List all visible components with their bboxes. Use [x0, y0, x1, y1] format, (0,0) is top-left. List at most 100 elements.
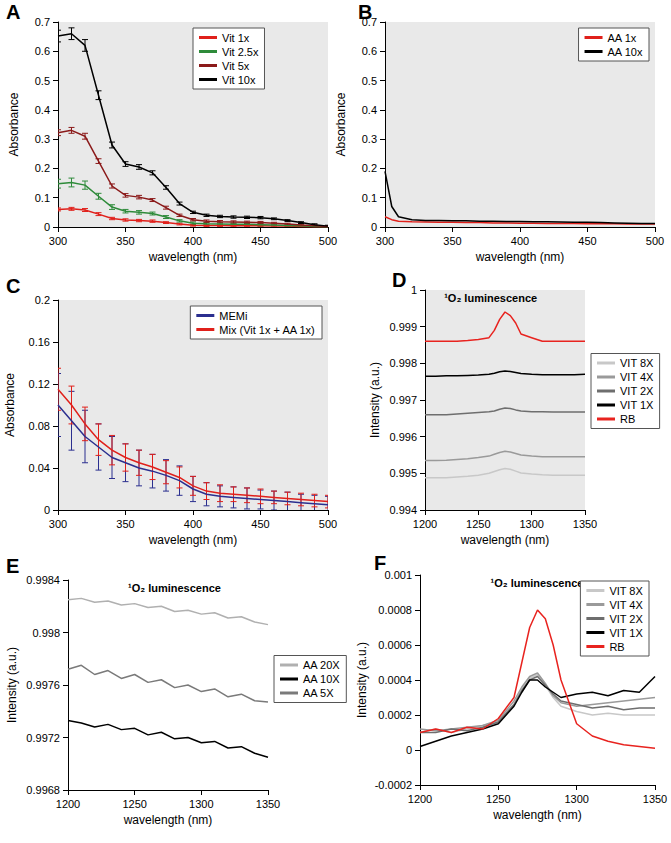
svg-text:¹O₂ luminescence: ¹O₂ luminescence — [491, 577, 584, 589]
svg-text:0.0004: 0.0004 — [378, 674, 412, 686]
svg-text:0.2: 0.2 — [35, 294, 50, 306]
svg-text:350: 350 — [116, 235, 134, 247]
svg-text:1350: 1350 — [643, 793, 667, 805]
svg-text:AA 10x: AA 10x — [608, 46, 643, 58]
svg-text:1300: 1300 — [564, 793, 588, 805]
svg-text:0.1: 0.1 — [362, 192, 377, 204]
svg-text:300: 300 — [376, 235, 394, 247]
svg-text:Vit 2.5x: Vit 2.5x — [222, 46, 259, 58]
svg-text:0.6: 0.6 — [35, 45, 50, 57]
svg-text:MEMi: MEMi — [219, 310, 247, 322]
svg-text:1350: 1350 — [256, 798, 280, 810]
svg-text:1250: 1250 — [466, 518, 490, 530]
svg-text:VIT 8X: VIT 8X — [620, 357, 654, 369]
svg-text:0.6: 0.6 — [362, 45, 377, 57]
svg-text:0.4: 0.4 — [362, 104, 377, 116]
svg-text:wavelength (nm): wavelength (nm) — [148, 250, 238, 264]
svg-text:D: D — [392, 269, 406, 291]
svg-text:AA 5X: AA 5X — [303, 687, 334, 699]
svg-text:A: A — [6, 1, 20, 23]
svg-text:VIT 8X: VIT 8X — [609, 585, 643, 597]
svg-text:0.4: 0.4 — [35, 104, 50, 116]
svg-text:Intensity (a.u.): Intensity (a.u.) — [355, 642, 369, 718]
svg-text:0: 0 — [44, 221, 50, 233]
svg-text:350: 350 — [116, 518, 134, 530]
svg-text:0.998: 0.998 — [32, 627, 60, 639]
svg-text:0.1: 0.1 — [35, 192, 50, 204]
svg-text:0.3: 0.3 — [35, 133, 50, 145]
svg-text:1250: 1250 — [486, 793, 510, 805]
svg-text:350: 350 — [443, 235, 461, 247]
svg-text:0.0008: 0.0008 — [378, 604, 412, 616]
svg-text:Vit 5x: Vit 5x — [222, 60, 250, 72]
svg-text:F: F — [374, 552, 386, 574]
svg-text:0: 0 — [406, 744, 412, 756]
svg-text:VIT 4X: VIT 4X — [620, 371, 654, 383]
svg-text:0.996: 0.996 — [389, 431, 417, 443]
svg-text:0.7: 0.7 — [35, 16, 50, 28]
svg-text:0.9976: 0.9976 — [26, 679, 60, 691]
svg-text:0.994: 0.994 — [389, 504, 417, 516]
svg-text:VIT 2X: VIT 2X — [620, 385, 654, 397]
svg-text:wavelength (nm): wavelength (nm) — [123, 813, 213, 827]
svg-text:1: 1 — [411, 284, 417, 296]
svg-text:0.08: 0.08 — [29, 420, 50, 432]
svg-text:450: 450 — [251, 235, 269, 247]
svg-text:B: B — [358, 1, 372, 23]
svg-text:300: 300 — [49, 518, 67, 530]
svg-text:1300: 1300 — [519, 518, 543, 530]
svg-text:wavelength (nm): wavelength (nm) — [148, 533, 238, 547]
svg-text:RB: RB — [609, 641, 624, 653]
svg-text:Absorbance: Absorbance — [3, 373, 17, 437]
svg-text:Mix (Vit 1x + AA 1x): Mix (Vit 1x + AA 1x) — [219, 324, 314, 336]
svg-text:400: 400 — [511, 235, 529, 247]
svg-text:450: 450 — [251, 518, 269, 530]
svg-text:0.9972: 0.9972 — [26, 732, 60, 744]
svg-text:0: 0 — [44, 504, 50, 516]
svg-text:VIT 1X: VIT 1X — [620, 399, 654, 411]
svg-text:RB: RB — [620, 413, 635, 425]
svg-text:-0.0002: -0.0002 — [375, 779, 412, 791]
svg-text:Vit 1x: Vit 1x — [222, 32, 250, 44]
svg-text:500: 500 — [319, 518, 337, 530]
svg-text:0: 0 — [371, 221, 377, 233]
svg-text:0.5: 0.5 — [362, 75, 377, 87]
svg-text:VIT 2X: VIT 2X — [609, 613, 643, 625]
svg-text:0.999: 0.999 — [389, 321, 417, 333]
svg-text:400: 400 — [184, 235, 202, 247]
svg-text:AA 1x: AA 1x — [608, 32, 637, 44]
svg-text:0.2: 0.2 — [35, 162, 50, 174]
svg-text:0.04: 0.04 — [29, 462, 50, 474]
svg-text:400: 400 — [184, 518, 202, 530]
svg-text:Absorbance: Absorbance — [7, 92, 21, 156]
svg-text:0.998: 0.998 — [389, 357, 417, 369]
svg-text:450: 450 — [578, 235, 596, 247]
svg-text:0.995: 0.995 — [389, 467, 417, 479]
svg-text:0.2: 0.2 — [362, 162, 377, 174]
svg-text:500: 500 — [646, 235, 664, 247]
svg-text:wavelength (nm): wavelength (nm) — [475, 250, 565, 264]
svg-text:AA 20X: AA 20X — [303, 659, 340, 671]
svg-text:0.001: 0.001 — [384, 569, 412, 581]
svg-text:¹O₂ luminescence: ¹O₂ luminescence — [444, 292, 537, 304]
svg-text:300: 300 — [49, 235, 67, 247]
svg-text:1350: 1350 — [573, 518, 597, 530]
svg-text:Vit 10x: Vit 10x — [222, 74, 256, 86]
svg-text:0.9968: 0.9968 — [26, 784, 60, 796]
svg-text:0.0006: 0.0006 — [378, 639, 412, 651]
svg-text:VIT 4X: VIT 4X — [609, 599, 643, 611]
svg-text:1300: 1300 — [189, 798, 213, 810]
svg-text:Intensity (a.u.): Intensity (a.u.) — [368, 362, 382, 438]
svg-text:wavelength (nm): wavelength (nm) — [492, 808, 582, 822]
svg-text:Absorbance: Absorbance — [334, 92, 348, 156]
svg-text:0.12: 0.12 — [29, 378, 50, 390]
svg-text:1200: 1200 — [413, 518, 437, 530]
svg-text:VIT 1X: VIT 1X — [609, 627, 643, 639]
svg-text:1250: 1250 — [122, 798, 146, 810]
svg-text:wavelength (nm): wavelength (nm) — [460, 533, 550, 547]
svg-text:E: E — [6, 555, 19, 577]
svg-text:1200: 1200 — [408, 793, 432, 805]
svg-text:0.3: 0.3 — [362, 133, 377, 145]
svg-text:¹O₂ luminescence: ¹O₂ luminescence — [128, 582, 221, 594]
svg-text:1200: 1200 — [56, 798, 80, 810]
